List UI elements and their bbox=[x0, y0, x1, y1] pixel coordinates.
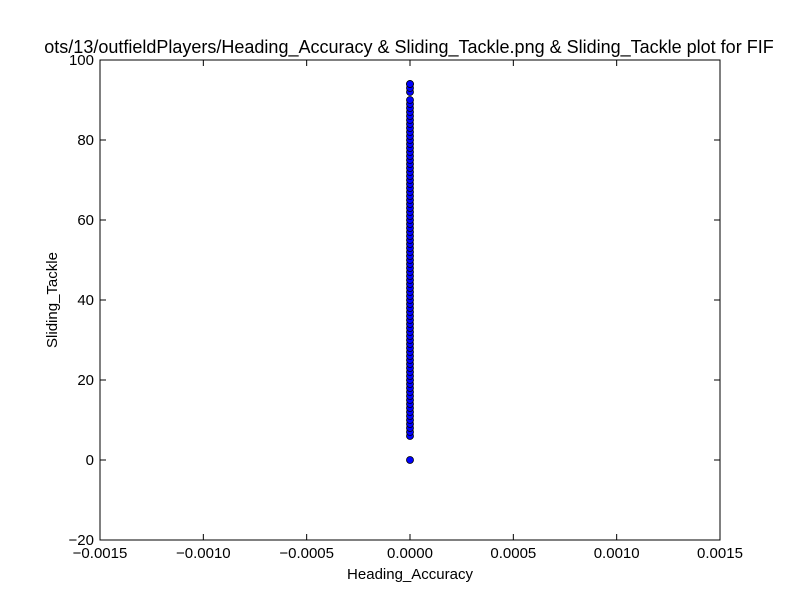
scatter-point bbox=[406, 456, 414, 464]
x-tick-label: 0.0005 bbox=[490, 545, 536, 562]
y-axis-label: Sliding_Tackle bbox=[44, 252, 61, 348]
data-points bbox=[406, 80, 414, 464]
x-tick-label: −0.0015 bbox=[73, 545, 128, 562]
y-axis-ticks: −20 0 20 40 60 80 100 bbox=[69, 52, 720, 549]
chart-title: ots/13/outfieldPlayers/Heading_Accuracy … bbox=[44, 37, 773, 58]
y-tick-label: 40 bbox=[77, 292, 94, 309]
x-tick-label: −0.0010 bbox=[176, 545, 231, 562]
y-tick-label: 80 bbox=[77, 132, 94, 149]
y-tick-label: 0 bbox=[86, 452, 94, 469]
scatter-point bbox=[406, 96, 414, 104]
x-tick-label: 0.0010 bbox=[594, 545, 640, 562]
x-tick-label: 0.0000 bbox=[387, 545, 433, 562]
scatter-point bbox=[406, 80, 414, 88]
y-tick-label: 100 bbox=[69, 52, 94, 69]
x-axis-label: Heading_Accuracy bbox=[347, 566, 473, 583]
x-tick-label: 0.0015 bbox=[697, 545, 743, 562]
y-tick-label: 60 bbox=[77, 212, 94, 229]
x-axis-ticks: −0.0015 −0.0010 −0.0005 0.0000 0.0005 0.0010 0… bbox=[73, 60, 743, 562]
x-tick-label: −0.0005 bbox=[279, 545, 334, 562]
y-tick-label: 20 bbox=[77, 372, 94, 389]
y-tick-label: −20 bbox=[69, 532, 94, 549]
